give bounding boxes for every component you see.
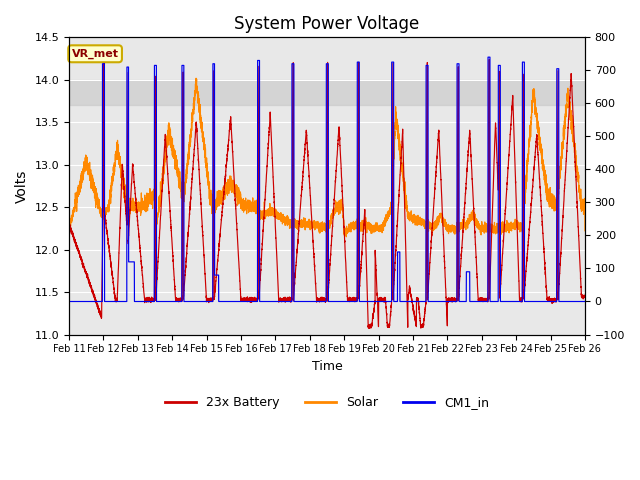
Text: VR_met: VR_met bbox=[72, 48, 118, 59]
X-axis label: Time: Time bbox=[312, 360, 342, 373]
Y-axis label: Volts: Volts bbox=[15, 169, 29, 203]
Title: System Power Voltage: System Power Voltage bbox=[234, 15, 420, 33]
Bar bbox=[69, 80, 585, 105]
Legend: 23x Battery, Solar, CM1_in: 23x Battery, Solar, CM1_in bbox=[160, 391, 494, 414]
